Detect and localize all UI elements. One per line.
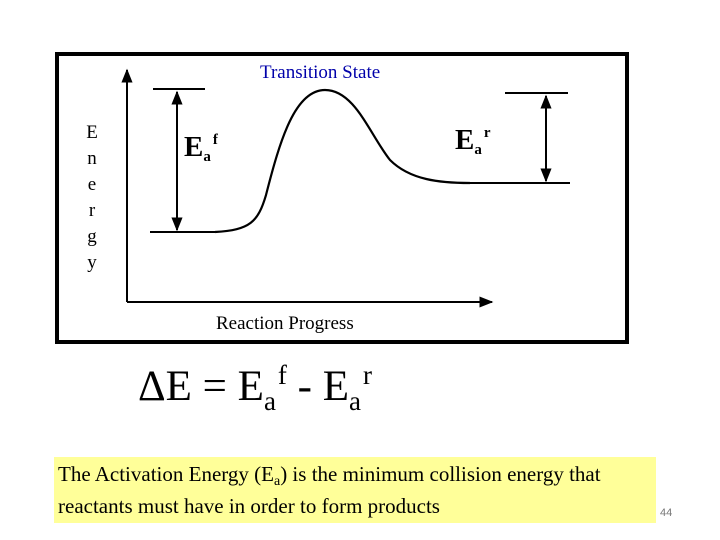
diagram-title: Transition State (260, 62, 381, 83)
definition-note: The Activation Energy (Ea) is the minimu… (54, 457, 656, 523)
note-subscript: a (273, 474, 281, 489)
equation-sub-2: a (349, 386, 361, 416)
note-text-start: The Activation Energy (E (58, 462, 274, 486)
equation-lhs: ΔE = E (138, 363, 264, 410)
equation-mid: - E (286, 363, 350, 410)
ea-forward-subscript: a (203, 149, 211, 165)
equation-sup-1: f (277, 360, 287, 390)
ea-reverse-label: Ear (455, 124, 491, 158)
y-axis-label: E n e r g y (84, 120, 100, 276)
y-label-letter: n (87, 148, 97, 169)
y-label-letter: y (87, 252, 97, 273)
energy-curve (214, 88, 471, 234)
note-text-end: ) is the minimum collision energy that r… (58, 462, 601, 518)
y-label-letter: e (87, 174, 97, 195)
ea-forward-base: E (184, 131, 204, 163)
page-number: 44 (660, 507, 673, 519)
equation-sub-1: a (263, 386, 276, 416)
y-label-letter: r (88, 200, 96, 221)
ea-reverse-base: E (455, 124, 475, 156)
equation-sup-2: r (363, 360, 372, 390)
ea-forward-superscript: f (212, 132, 218, 148)
ea-forward-label: Eaf (184, 131, 218, 165)
delta-e-equation: ΔE = Eaf - Ear (138, 362, 372, 415)
diagram-frame (55, 52, 629, 344)
ea-reverse-superscript: r (483, 125, 491, 141)
y-label-letter: E (86, 122, 98, 143)
x-axis-label: Reaction Progress (216, 313, 354, 334)
y-label-letter: g (87, 226, 97, 247)
ea-reverse-subscript: a (474, 142, 482, 158)
